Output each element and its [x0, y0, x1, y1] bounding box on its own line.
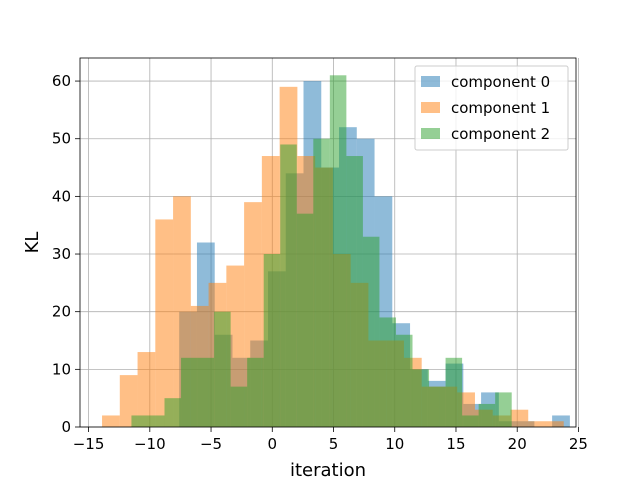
series-2-bars: [131, 75, 512, 427]
histogram-bar: [280, 144, 297, 427]
legend-swatch: [421, 128, 440, 139]
bars: [102, 75, 570, 427]
y-tick-label: 60: [52, 72, 71, 90]
histogram-bar: [329, 75, 347, 427]
histogram-bar: [230, 386, 248, 427]
histogram-bar: [214, 311, 231, 427]
x-tick-label: −10: [134, 435, 166, 453]
x-tick-label: −15: [73, 435, 105, 453]
x-tick-label: 15: [446, 435, 465, 453]
histogram-bar: [181, 357, 198, 427]
histogram-bar: [137, 352, 156, 427]
plot-frame: [79, 57, 577, 428]
histogram-bar: [147, 415, 165, 427]
y-tick-label: 0: [61, 418, 71, 436]
histogram-bar: [429, 386, 446, 427]
y-tick-label: 10: [52, 360, 71, 378]
histogram-bar: [102, 415, 120, 427]
histogram-bar: [478, 403, 496, 427]
histogram-bar: [395, 334, 413, 427]
histogram-bar: [445, 357, 463, 427]
legend-label: component 0: [451, 73, 550, 91]
legend-box: [414, 65, 569, 151]
histogram-bar: [510, 409, 529, 427]
x-tick-label: 20: [508, 435, 527, 453]
histogram-bar: [495, 392, 512, 427]
histogram-bar: [462, 415, 479, 427]
histogram-bar: [528, 421, 546, 427]
legend: component 0 component 1 component 2: [414, 65, 569, 151]
histogram-bar: [164, 398, 182, 427]
histogram-bar: [119, 375, 138, 427]
histogram-bar: [412, 369, 430, 427]
histogram-bar: [131, 415, 148, 427]
histogram-bar: [379, 317, 396, 427]
histogram-bar: [362, 236, 380, 427]
y-axis-label: KL: [22, 232, 43, 254]
histogram-bar: [313, 138, 330, 427]
histogram-bar: [296, 213, 314, 427]
histogram-bar: [346, 156, 363, 427]
x-axis-label: iteration: [290, 460, 366, 480]
x-tick-label: 25: [569, 435, 588, 453]
y-tick-label: 50: [52, 130, 71, 148]
x-tick-label: 0: [268, 435, 278, 453]
y-tick-label: 30: [52, 245, 71, 263]
histogram-bar: [545, 421, 564, 427]
legend-label: component 2: [451, 125, 550, 143]
legend-label: component 1: [451, 99, 550, 117]
histogram-bar: [263, 254, 281, 427]
histogram-bar: [247, 357, 264, 427]
x-tick-label: 10: [385, 435, 404, 453]
legend-swatch: [421, 76, 440, 87]
axes: [79, 57, 577, 428]
ticks: −15 −10 −5 0 5 10 15 20 25 0 10 20 30 40 50 60: [52, 72, 588, 453]
x-tick-label: −5: [200, 435, 222, 453]
y-tick-label: 40: [52, 187, 71, 205]
y-tick-label: 20: [52, 303, 71, 321]
legend-swatch: [421, 102, 440, 113]
x-tick-label: 5: [329, 435, 339, 453]
histogram-bar: [197, 357, 215, 427]
histogram-bar: [155, 219, 174, 427]
